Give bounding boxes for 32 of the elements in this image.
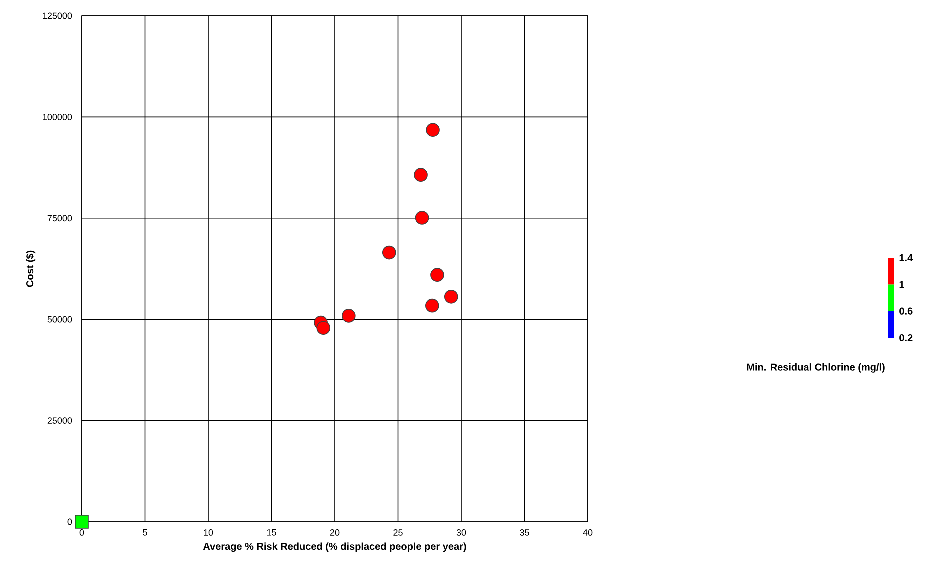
x-axis-title: Average % Risk Reduced (% displaced people per year) (203, 542, 466, 552)
point (426, 298, 440, 313)
x-tick-label: 35 (520, 530, 530, 536)
point (415, 211, 430, 225)
x-tick-label: 5 (143, 530, 148, 536)
point (414, 168, 428, 182)
point (316, 321, 331, 335)
color-bar-label: 0.2 (900, 334, 913, 342)
x-tick-label: 40 (583, 530, 593, 536)
x-tick-label: 25 (394, 530, 403, 536)
color-bar-label: 1 (900, 281, 904, 288)
point (75, 515, 89, 529)
y-axis-title: Cost ($) (26, 250, 36, 288)
point (426, 123, 440, 138)
color-bar-label: 0.6 (900, 308, 913, 315)
y-tick-label: 0 (68, 518, 72, 526)
x-tick-label: 10 (204, 530, 214, 536)
x-tick-label: 15 (267, 530, 276, 536)
point (342, 309, 356, 323)
y-tick-label: 50000 (48, 316, 72, 323)
y-tick-label: 25000 (48, 418, 72, 424)
x-tick-label: 20 (330, 530, 340, 536)
x-tick-label: 0 (80, 530, 84, 536)
x-tick-label: 30 (456, 530, 466, 536)
y-tick-label: 100000 (43, 114, 72, 120)
color-bar-title: Min. Residual Chlorine (mg/l) (747, 364, 885, 373)
y-tick-label: 75000 (48, 215, 72, 222)
y-tick-label: 125000 (43, 12, 72, 20)
point (444, 290, 458, 304)
point (430, 268, 444, 282)
color-bar-label: 1.4 (900, 254, 914, 262)
point (382, 246, 396, 260)
